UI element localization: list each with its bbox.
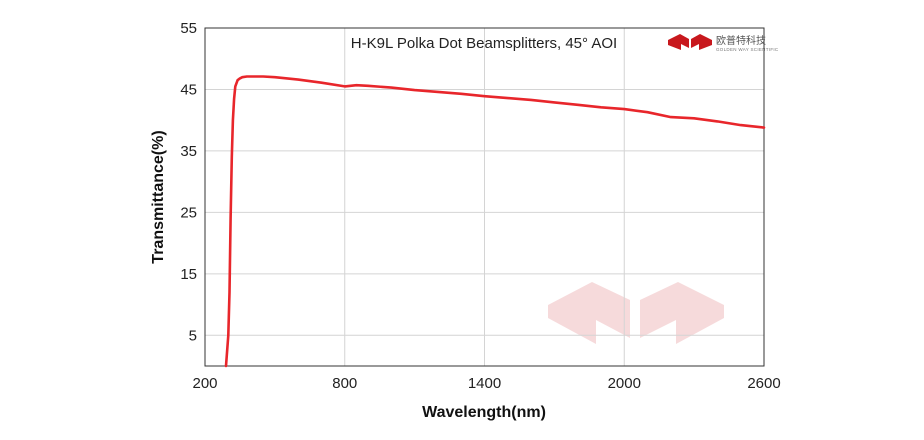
y-axis-label: Transmittance(%) <box>150 130 167 263</box>
y-tick-label: 15 <box>180 266 197 283</box>
watermark-mark-right <box>640 282 724 344</box>
x-tick-label: 2600 <box>747 375 780 392</box>
y-tick-label: 5 <box>189 327 197 344</box>
y-tick-label: 45 <box>180 81 197 98</box>
watermark-mark-left <box>548 282 630 344</box>
y-tick-label: 55 <box>180 20 197 37</box>
logo-text-en: GOLDEN WAY SCIENTIFIC <box>716 47 779 52</box>
x-tick-label: 800 <box>332 375 357 392</box>
logo-mark-left <box>668 34 689 50</box>
series-line <box>224 75 766 368</box>
logo: 欧普特科技 GOLDEN WAY SCIENTIFIC <box>668 34 779 52</box>
plot-frame <box>204 27 765 367</box>
x-tick-label: 1400 <box>468 375 501 392</box>
x-tick-labels: 200 800 1400 2000 2600 <box>192 375 780 392</box>
logo-mark-right <box>691 34 712 50</box>
watermark <box>548 282 724 344</box>
x-tick-label: 200 <box>192 375 217 392</box>
y-tick-label: 25 <box>180 204 197 221</box>
x-axis-label: Wavelength(nm) <box>422 404 546 421</box>
x-tick-label: 2000 <box>608 375 641 392</box>
y-tick-label: 35 <box>180 143 197 160</box>
y-tick-labels: 5 15 25 35 45 55 <box>180 20 197 344</box>
logo-text-cn: 欧普特科技 <box>716 34 766 47</box>
chart-title: H-K9L Polka Dot Beamsplitters, 45° AOI <box>351 35 617 52</box>
